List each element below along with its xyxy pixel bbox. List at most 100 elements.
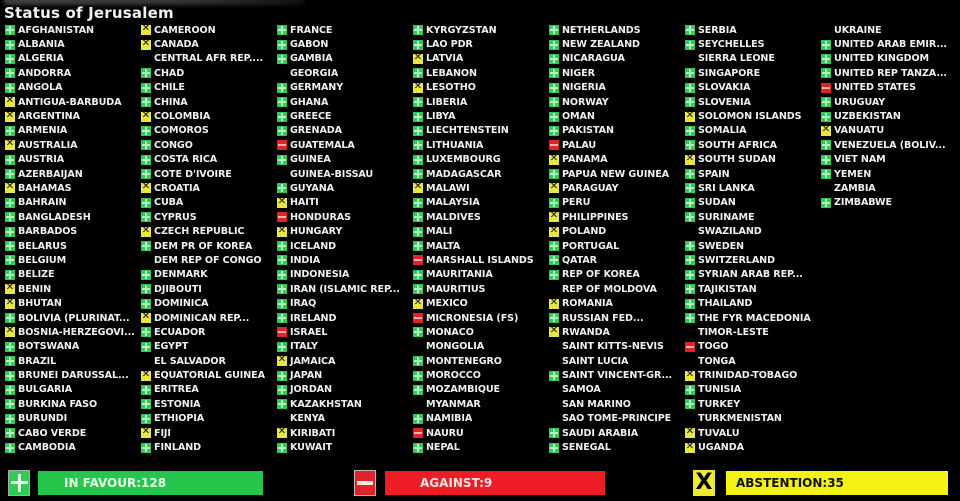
country-vote-row: DENMARK [141, 268, 277, 282]
country-name: TUNISIA [698, 384, 742, 396]
plus-icon [413, 384, 423, 395]
cut-off-header-line [4, 0, 304, 5]
country-vote-row: TUVALU [685, 426, 821, 440]
country-name: GUINEA-BISSAU [290, 168, 374, 180]
country-name: HAITI [290, 197, 319, 209]
country-name: TRINIDAD-TOBAGO [698, 370, 798, 382]
country-name: CROATIA [154, 182, 200, 194]
country-vote-row: QATAR [549, 253, 685, 267]
country-name: IRELAND [290, 312, 337, 324]
country-vote-row: ARMENIA [5, 124, 141, 138]
x-icon [141, 181, 151, 194]
plus-icon [549, 241, 559, 252]
against-total: AGAINST:9 [385, 471, 605, 495]
country-name: GREECE [290, 111, 332, 123]
country-vote-row: ANGOLA [5, 81, 141, 95]
x-icon [549, 210, 559, 223]
country-name: ETHIOPIA [154, 413, 205, 425]
country-name: GUATEMALA [290, 139, 355, 151]
country-vote-row: MAURITANIA [413, 268, 549, 282]
country-vote-row: LITHUANIA [413, 138, 549, 152]
country-name: NAURU [426, 427, 464, 439]
country-name: SAUDI ARABIA [562, 427, 639, 439]
country-name: INDONESIA [290, 269, 350, 281]
country-name: NORWAY [562, 96, 609, 108]
in-favour-label: IN FAVOUR:128 [64, 476, 167, 490]
plus-icon [141, 327, 151, 338]
country-vote-row: DEM PR OF KOREA [141, 239, 277, 253]
no-vote-marker [685, 54, 695, 64]
x-icon [413, 181, 423, 194]
no-vote-marker [413, 399, 423, 409]
country-vote-row: SERBIA [685, 23, 821, 37]
plus-icon [413, 39, 423, 50]
plus-icon [549, 428, 559, 439]
plus-icon [549, 82, 559, 93]
country-vote-row: BELARUS [5, 239, 141, 253]
country-name: PANAMA [562, 154, 608, 166]
minus-icon [277, 140, 287, 151]
country-vote-row: GUINEA [277, 153, 413, 167]
country-vote-row: LAO PDR [413, 37, 549, 51]
country-vote-row: CAMBODIA [5, 440, 141, 454]
country-name: CAMEROON [154, 24, 216, 36]
plus-icon [141, 125, 151, 136]
plus-icon [277, 313, 287, 323]
country-vote-row: CAMEROON [141, 23, 277, 37]
no-vote-marker [549, 399, 559, 409]
no-vote-marker [685, 414, 695, 424]
country-vote-row: VENEZUELA (BOLIV... [821, 138, 957, 152]
country-name: BELARUS [18, 240, 67, 252]
country-vote-row: PANAMA [549, 153, 685, 167]
country-name: MICRONESIA (FS) [426, 312, 519, 324]
x-icon [141, 369, 151, 381]
country-name: EGYPT [154, 341, 189, 353]
country-name: UNITED KINGDOM [834, 53, 929, 65]
country-name: KAZAKHSTAN [290, 398, 362, 410]
country-vote-row: HONDURAS [277, 210, 413, 224]
country-name: SWEDEN [698, 240, 744, 252]
resolution-title: Status of Jerusalem [4, 4, 174, 22]
country-name: PAKISTAN [562, 125, 614, 137]
plus-icon [685, 255, 695, 266]
plus-icon [5, 169, 15, 180]
country-name: MALAYSIA [426, 197, 480, 209]
country-vote-row: MADAGASCAR [413, 167, 549, 181]
country-name: SOUTH SUDAN [698, 154, 776, 166]
vote-column: FRANCE GABON GAMBIA GEORGIA GERMANY GHANA GREE… [277, 23, 413, 455]
x-icon [5, 138, 15, 151]
country-vote-row: JAPAN [277, 368, 413, 382]
country-name: UNITED REP TANZA... [834, 67, 947, 79]
plus-icon [277, 269, 287, 280]
country-vote-row: CANADA [141, 37, 277, 51]
country-name: ALBANIA [18, 39, 65, 51]
country-vote-row: URUGUAY [821, 95, 957, 109]
plus-icon [5, 356, 15, 367]
plus-icon [277, 370, 287, 381]
country-vote-row: ALBANIA [5, 37, 141, 51]
country-name: MONGOLIA [426, 341, 485, 353]
country-vote-row: ALGERIA [5, 52, 141, 66]
country-name: NETHERLANDS [562, 24, 641, 36]
country-vote-row: TIMOR-LESTE [685, 325, 821, 339]
plus-icon [5, 241, 15, 252]
minus-icon [277, 212, 287, 223]
country-name: HUNGARY [290, 226, 343, 238]
country-name: NICARAGUA [562, 53, 625, 65]
country-vote-row: CROATIA [141, 181, 277, 195]
country-vote-row: SUDAN [685, 196, 821, 210]
country-vote-row: TUNISIA [685, 383, 821, 397]
country-name: MAURITANIA [426, 269, 493, 281]
plus-icon [821, 39, 831, 50]
plus-icon [141, 298, 151, 309]
country-name: LESOTHO [426, 82, 476, 94]
country-vote-row: IRELAND [277, 311, 413, 325]
plus-icon [413, 197, 423, 208]
country-vote-row: ANTIGUA-BARBUDA [5, 95, 141, 109]
country-vote-row: TOGO [685, 340, 821, 354]
country-name: ICELAND [290, 240, 336, 252]
country-name: UNITED ARAB EMIR... [834, 39, 947, 51]
plus-icon [8, 470, 30, 496]
country-vote-row: GREECE [277, 109, 413, 123]
x-icon [277, 196, 287, 208]
